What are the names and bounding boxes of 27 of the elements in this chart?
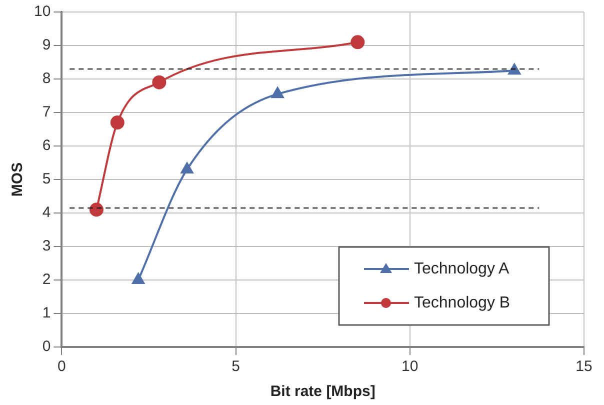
point (90, 202, 104, 217)
x-tick-label: 10 (402, 358, 418, 376)
y-tick-label: 0 (42, 338, 51, 356)
y-tick-label: 6 (42, 137, 51, 154)
legend-label: Technology A (414, 260, 510, 278)
y-tick-label: 2 (42, 271, 51, 288)
x-tick-label: 5 (232, 358, 240, 376)
y-axis-title: MOS (9, 162, 26, 197)
y-tick-label: 8 (42, 70, 51, 88)
point (180, 162, 194, 174)
point (132, 273, 144, 284)
point (152, 75, 166, 90)
y-tick-label: 5 (42, 170, 51, 188)
y-tick-label: 9 (42, 36, 51, 54)
x-tick-label: 0 (58, 358, 66, 376)
point (110, 116, 124, 130)
x-tick-label: 15 (576, 358, 592, 376)
point (350, 35, 365, 50)
x-axis-title: Bit rate [Mbps] (270, 383, 376, 400)
point (271, 87, 284, 98)
legend-label: Technology B (414, 294, 510, 312)
y-tick-label: 4 (42, 204, 51, 222)
y-tick-label: 7 (42, 104, 51, 121)
y-tick-label: 1 (42, 304, 51, 322)
y-tick-label: 10 (34, 3, 51, 20)
y-tick-label: 3 (42, 238, 51, 255)
point (508, 64, 521, 75)
